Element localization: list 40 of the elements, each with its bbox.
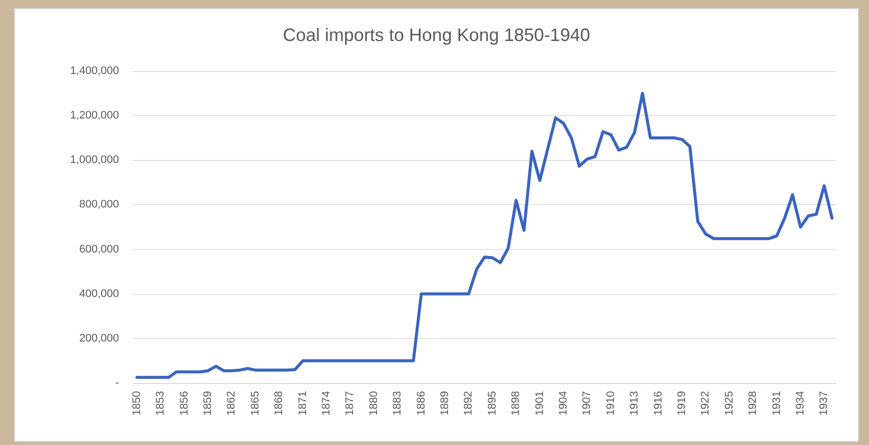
- x-tick-label: 1904: [557, 391, 570, 416]
- y-tick-label: 1,000,000: [70, 154, 119, 166]
- x-tick-label: 1928: [747, 391, 760, 416]
- x-tick-label: 1916: [652, 391, 664, 416]
- line-series: [135, 92, 834, 379]
- x-tick-label: 1868: [273, 391, 286, 416]
- x-tick-label: 1859: [202, 391, 214, 416]
- x-tick-label: 1865: [249, 391, 262, 416]
- y-tick-label: 600,000: [79, 243, 119, 256]
- x-tick-label: 1874: [320, 391, 333, 416]
- x-tick-label: 1907: [581, 391, 594, 416]
- x-tick-label: 1895: [486, 391, 498, 416]
- x-tick-label: 1880: [368, 391, 380, 416]
- y-tick-label: 800,000: [79, 198, 119, 211]
- y-tick-label: 200,000: [79, 332, 119, 344]
- x-tick-label: 1877: [344, 391, 356, 416]
- y-tick-label: -: [115, 377, 120, 389]
- x-tick-label: 1931: [770, 391, 783, 416]
- x-tick-label: 1883: [392, 391, 404, 416]
- x-tick-label: 1892: [462, 391, 475, 416]
- x-tick-label: 1898: [510, 391, 522, 416]
- x-tick-label: 1922: [700, 391, 712, 416]
- x-tick-label: 1886: [415, 391, 428, 416]
- chart-title: Coal imports to Hong Kong 1850-1940: [282, 25, 590, 45]
- x-tick-label: 1871: [296, 391, 309, 416]
- x-tick-label: 1913: [628, 391, 641, 416]
- x-tick-label: 1901: [534, 391, 546, 416]
- y-tick-label: 400,000: [79, 288, 119, 300]
- x-tick-label: 1937: [818, 391, 830, 416]
- x-tick-label: 1862: [226, 391, 238, 416]
- x-tick-label: 1934: [794, 391, 806, 416]
- y-tick-label: 1,200,000: [70, 110, 119, 122]
- x-tick-label: 1850: [130, 391, 143, 416]
- x-tick-label: 1925: [723, 391, 736, 416]
- x-tick-label: 1919: [676, 391, 688, 416]
- x-tick-label: 1889: [439, 391, 452, 416]
- x-tick-label: 1910: [604, 391, 617, 416]
- x-tick-label: 1853: [154, 391, 167, 416]
- x-tick-label: 1856: [178, 391, 190, 416]
- y-tick-label: 1,400,000: [70, 65, 119, 77]
